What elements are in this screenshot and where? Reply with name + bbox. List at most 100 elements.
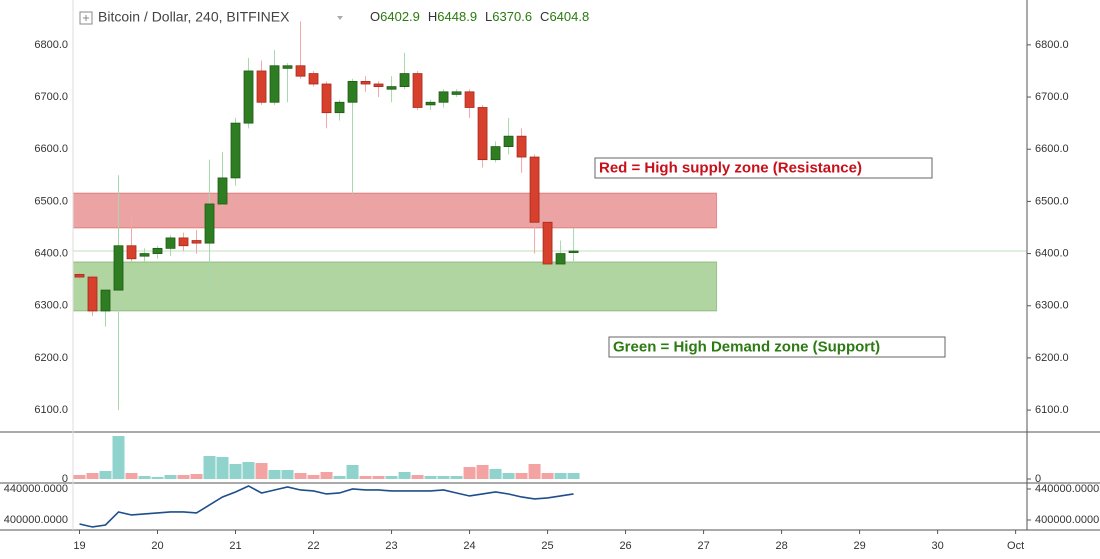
volume-bar bbox=[515, 473, 528, 479]
volume-bar bbox=[151, 477, 164, 479]
candle-body bbox=[516, 135, 527, 158]
y-tick-label: 440000.0000 bbox=[1035, 483, 1099, 495]
candle-body bbox=[308, 73, 319, 85]
candle-body bbox=[412, 73, 423, 108]
annotation-box bbox=[594, 157, 933, 179]
volume-bar bbox=[528, 464, 541, 479]
volume-bar bbox=[138, 476, 151, 479]
x-tick-label: 24 bbox=[463, 540, 475, 552]
y-tick-label: 6600.0 bbox=[34, 143, 68, 155]
candle-body bbox=[451, 91, 462, 95]
volume-bar bbox=[320, 472, 333, 479]
candle-body bbox=[191, 240, 202, 244]
annotation: Green = High Demand zone (Support) bbox=[613, 338, 880, 355]
volume-bar bbox=[476, 465, 489, 479]
volume-bar bbox=[99, 471, 112, 479]
candle-body bbox=[282, 65, 293, 69]
ohlc-value: 6370.6 bbox=[492, 9, 532, 24]
y-tick-label: 400000.0000 bbox=[1035, 514, 1099, 526]
x-tick-label: 29 bbox=[853, 540, 865, 552]
volume-bar bbox=[255, 463, 268, 479]
chart-title: Bitcoin / Dollar, 240, BITFINEX bbox=[98, 9, 290, 25]
candle-body bbox=[334, 101, 345, 114]
y-tick-label: 6200.0 bbox=[34, 352, 68, 364]
x-tick-label: Oct bbox=[1007, 540, 1024, 552]
candle-body bbox=[568, 250, 579, 253]
y-tick-label: 6200.0 bbox=[1035, 352, 1069, 364]
candle-body bbox=[139, 253, 150, 257]
candle-body bbox=[529, 156, 540, 223]
expand-icon[interactable] bbox=[79, 11, 93, 25]
x-tick-label: 26 bbox=[619, 540, 631, 552]
x-tick-label: 21 bbox=[229, 540, 241, 552]
candle-body bbox=[243, 70, 254, 124]
volume-bar bbox=[346, 465, 359, 479]
volume-bar bbox=[164, 475, 177, 479]
y-tick-label: 6500.0 bbox=[34, 195, 68, 207]
volume-bar bbox=[229, 464, 242, 479]
plot: 6100.0 6100.0 6200.0 6200.0 6300.0 6300.0 6400… bbox=[4, 21, 1099, 552]
y-tick-label: 6300.0 bbox=[1035, 300, 1069, 312]
candle-body bbox=[126, 245, 137, 260]
volume-bar bbox=[73, 475, 86, 479]
volume-bar bbox=[437, 476, 450, 479]
volume-bar bbox=[398, 472, 411, 479]
candle-body bbox=[555, 253, 566, 265]
ohlc-legend: O6402.9 H6448.9 L6370.6 C6404.8 bbox=[370, 9, 589, 24]
x-tick-label: 30 bbox=[931, 540, 943, 552]
volume-bar bbox=[554, 473, 567, 479]
candle-body bbox=[373, 83, 384, 88]
volume-bar bbox=[541, 473, 554, 479]
candle-body bbox=[347, 80, 358, 103]
y-tick-label: 6300.0 bbox=[34, 300, 68, 312]
zone bbox=[72, 261, 718, 312]
x-tick-label: 25 bbox=[541, 540, 553, 552]
volume-bar bbox=[203, 456, 216, 479]
y-tick-label: 0 bbox=[1035, 473, 1041, 485]
volume-bar bbox=[359, 476, 372, 479]
candle-body bbox=[321, 83, 332, 114]
volume-bar bbox=[424, 476, 437, 479]
y-tick-label: 440000.0000 bbox=[4, 483, 68, 495]
candle-body bbox=[269, 65, 280, 103]
volume-bar bbox=[372, 476, 385, 479]
x-tick-label: 22 bbox=[307, 540, 319, 552]
x-tick-label: 28 bbox=[775, 540, 787, 552]
volume-bar bbox=[86, 473, 99, 479]
ohlc-key: C bbox=[540, 9, 549, 24]
ohlc-key: H bbox=[428, 9, 437, 24]
volume-bar bbox=[385, 476, 398, 479]
candle-body bbox=[386, 86, 397, 90]
candle-body bbox=[113, 245, 124, 291]
volume-bar bbox=[125, 473, 138, 479]
x-tick-label: 23 bbox=[385, 540, 397, 552]
zone bbox=[72, 192, 718, 229]
candle-body bbox=[360, 80, 371, 85]
ohlc-value: 6402.9 bbox=[380, 9, 420, 24]
candle-body bbox=[477, 107, 488, 161]
candle-body bbox=[438, 91, 449, 103]
y-tick-label: 6100.0 bbox=[34, 404, 68, 416]
candle-body bbox=[464, 91, 475, 108]
dropdown-icon[interactable] bbox=[337, 16, 343, 20]
volume-bar bbox=[411, 475, 424, 479]
volume-bar bbox=[112, 436, 125, 479]
expand-icon bbox=[83, 15, 89, 21]
y-tick-label: 6100.0 bbox=[1035, 404, 1069, 416]
candle-body bbox=[295, 65, 306, 77]
y-tick-label: 400000.0000 bbox=[4, 514, 68, 526]
y-tick-label: 6700.0 bbox=[34, 91, 68, 103]
annotation: Red = High supply zone (Resistance) bbox=[599, 159, 862, 176]
volume-bar bbox=[190, 474, 203, 479]
candle-body bbox=[503, 135, 514, 148]
candle-body bbox=[204, 203, 215, 244]
y-tick-label: 6800.0 bbox=[1035, 39, 1069, 51]
candle-body bbox=[490, 146, 501, 161]
volume-bar bbox=[281, 470, 294, 479]
candle-body bbox=[256, 70, 267, 103]
candle-body bbox=[152, 247, 163, 254]
candle-body bbox=[399, 73, 410, 88]
volume-bar bbox=[502, 473, 515, 479]
volume-bar bbox=[242, 462, 255, 479]
